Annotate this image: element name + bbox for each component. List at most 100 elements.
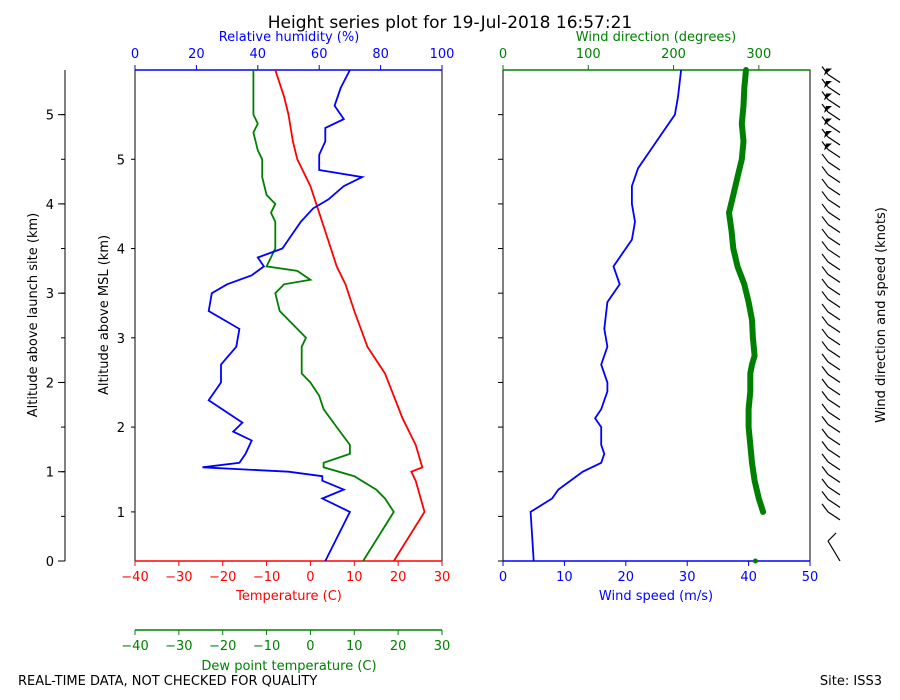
right-panel-frame [502,69,811,562]
wind-barb-staff [827,423,841,433]
inner-y-axis-label: Altitude above MSL (km) [97,235,112,395]
wind-barb-flag [821,153,829,163]
wind-barb-staff [827,286,841,296]
wind-barb-pennant [824,80,832,88]
wind-barb [821,503,841,521]
rh-tick-label: 20 [188,47,205,62]
outer-y-tick-label: 3 [46,287,54,302]
outer-y-tick-label: 0 [46,555,54,570]
wind-barb-flag [821,191,829,200]
wind-direction-tick-label: 300 [746,47,771,62]
wind-barb-pennant [824,68,832,76]
temperature-tick-label: −20 [209,570,236,585]
wind-direction-axis-label: Wind direction (degrees) [576,30,736,45]
wind-barb [821,66,841,83]
wind-barb-staff [827,436,841,446]
wind-barb [821,253,841,271]
dewpoint-tick-label: 30 [434,639,451,654]
wind-barb-flag [821,341,829,350]
wind-barb [821,316,841,333]
rh-tick-label: 80 [372,47,389,62]
outer-y-tick-label: 2 [46,376,54,391]
temperature-tick-label: 30 [434,570,451,585]
temperature-tick-label: 0 [306,570,314,585]
wind-barb-flag [821,378,829,388]
wind-barb-flag [821,228,829,238]
wind-barb-flag [821,478,829,488]
wind-barb [821,378,841,396]
wind-barb-pennant [824,105,832,113]
temperature-tick-label: −40 [121,570,148,585]
wind-speed-tick-label: 30 [679,570,696,585]
wind-barb-staff [827,236,841,246]
wind-barb-staff [827,148,841,158]
inner-y-tick-label: 5 [117,153,125,168]
rh-tick-label: 60 [311,47,328,62]
wind-barb-staff [827,473,841,483]
wind-barb [827,532,841,562]
wind-barb-flag [821,403,829,413]
wind-barb-staff [827,261,841,271]
wind-barb [821,341,841,358]
wind-barb-flag [821,491,829,500]
wind-barb [821,178,841,196]
wind-barb [821,228,841,246]
wind-barb-pennant [824,93,832,101]
rh-axis-label: Relative humidity (%) [219,30,360,45]
wind-barb-flag [821,303,829,313]
wind-barb-flag [821,278,829,288]
wind-barb-staff [827,373,841,383]
wind-barb [821,453,841,471]
wind-barb-staff [827,73,841,83]
wind-barb-flag [821,166,829,175]
wind-barb [821,78,841,96]
wind-barb-flag [821,178,829,188]
wind-barb [821,291,841,308]
wind-direction-tick-label: 200 [661,47,686,62]
wind-barb [821,428,841,446]
wind-barb-flag [821,328,829,338]
wind-barb [821,91,841,108]
wind-barb-staff [827,336,841,346]
wind-barb [821,116,841,133]
wind-barb-staff [827,223,841,233]
temperature-tick-label: 20 [390,570,407,585]
series-wind-speed [529,69,682,562]
rh-tick-label: 40 [250,47,267,62]
wind-barb-flag [821,453,829,463]
wind-barb-flag [821,353,829,363]
wind-barb-staff [827,486,841,496]
wind-barb [821,128,841,146]
wind-barb-flag [821,466,829,475]
wind-barb-staff [827,498,841,508]
wind-barb [821,441,841,458]
rh-tick-label: 100 [430,47,455,62]
wind-barb [821,241,841,258]
dewpoint-tick-label: −30 [165,639,192,654]
wind-speed-tick-label: 40 [740,570,757,585]
dewpoint-tick-label: 20 [390,639,407,654]
wind-barb-pennant [824,130,832,138]
wind-speed-tick-label: 10 [556,570,573,585]
chart-title: Height series plot for 19-Jul-2018 16:57… [268,13,633,33]
wind-barb-staff [827,311,841,321]
wind-barb [821,466,841,483]
wind-barb [821,191,841,208]
wind-barb-staff [827,348,841,358]
wind-barb-pennant [824,118,832,126]
series-relative-humidity [202,69,366,562]
wind-barb-pennant [824,143,832,151]
wind-speed-tick-label: 50 [802,570,819,585]
wind-barb-staff [827,461,841,471]
wind-barb-flag [821,141,829,150]
wind-barb-staff [827,298,841,308]
inner-y-tick-label: 2 [117,421,125,436]
wind-barb-staff [827,398,841,408]
outer-y-tick-label: 4 [46,198,54,213]
outer-y-axis-label: Altitude above launch site (km) [26,213,41,417]
dewpoint-tick-label: −10 [253,639,280,654]
wind-barb-staff [827,161,841,171]
wind-barb-staff [827,198,841,208]
rh-tick-label: 0 [131,47,139,62]
